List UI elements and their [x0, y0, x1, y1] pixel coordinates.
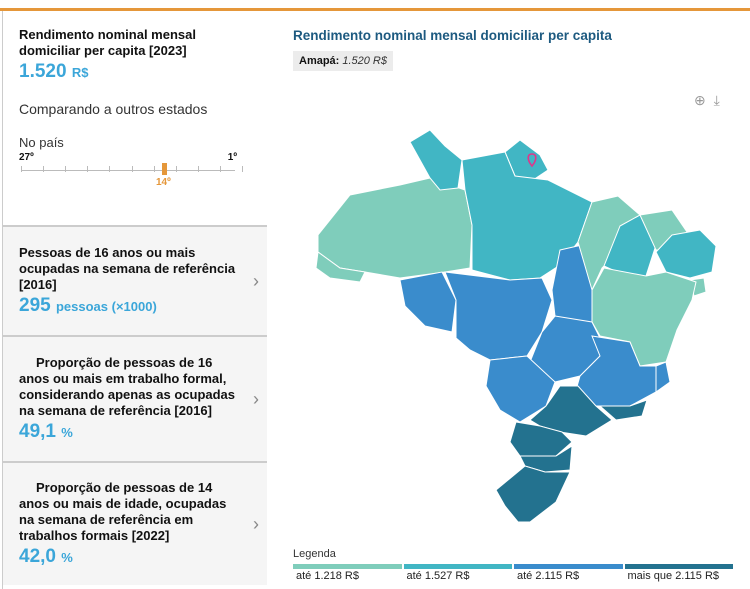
- tooltip-value: 1.520 R$: [342, 55, 387, 67]
- rank-tick: [197, 166, 199, 172]
- value-number: 295: [19, 295, 51, 316]
- legend-item: até 2.115 R$: [514, 564, 623, 582]
- rank-tick: [153, 166, 155, 172]
- rank-tick: [43, 166, 45, 172]
- state-ne[interactable]: [655, 229, 717, 279]
- legend-title: Legenda: [293, 548, 336, 560]
- map-pin-icon: [527, 153, 537, 168]
- card-value: 295 pessoas (×1000): [19, 295, 237, 317]
- rank-best: 1º: [227, 152, 237, 163]
- rank-tick: [175, 166, 177, 172]
- value-unit: %: [61, 425, 73, 440]
- state-pr[interactable]: [509, 421, 573, 457]
- indicator-panel: Rendimento nominal mensal domiciliar per…: [2, 11, 267, 589]
- legend-swatch: [403, 564, 512, 569]
- card-title: Pessoas de 16 anos ou mais ocupadas na s…: [19, 245, 236, 292]
- value-unit: %: [61, 550, 73, 565]
- legend-item: mais que 2.115 R$: [624, 564, 733, 582]
- legend-label: até 2.115 R$: [517, 570, 580, 582]
- legend-label: até 1.218 R$: [296, 570, 359, 582]
- state-ro[interactable]: [399, 271, 457, 333]
- summary-section: Rendimento nominal mensal domiciliar per…: [3, 11, 267, 225]
- value-unit: pessoas (×1000): [55, 299, 157, 314]
- state-ba[interactable]: [591, 267, 697, 367]
- indicator-card-formal-2022[interactable]: Proporção de pessoas de 14 anos ou mais …: [3, 461, 267, 585]
- top-accent-bar: [0, 8, 750, 11]
- indicator-title: Rendimento nominal mensal domiciliar per…: [19, 27, 196, 58]
- legend-item: até 1.218 R$: [293, 564, 402, 582]
- legend-items: até 1.218 R$ até 1.527 R$ até 2.115 R$ mais…: [293, 564, 733, 582]
- state-sp[interactable]: [529, 385, 613, 437]
- state-rj[interactable]: [598, 399, 648, 421]
- card-title: Proporção de pessoas de 16 anos ou mais …: [19, 355, 236, 418]
- rank-label: 14º: [156, 177, 171, 188]
- legend-swatch: [514, 564, 623, 569]
- legend-item: até 1.527 R$: [403, 564, 512, 582]
- map-legend: Legenda até 1.218 R$ até 1.527 R$ até 2.11…: [293, 548, 733, 582]
- rank-tick: [65, 166, 67, 172]
- rank-worst: 27º: [19, 152, 34, 163]
- value-number: 1.520: [19, 61, 67, 82]
- compare-label: Comparando a outros estados: [19, 101, 208, 117]
- rank-tick: [21, 166, 22, 172]
- state-es[interactable]: [655, 361, 671, 393]
- legend-swatch: [293, 564, 402, 569]
- rank-tick: [219, 166, 221, 172]
- state-ms[interactable]: [485, 355, 556, 423]
- rank-scale: 27º 1º 14º: [19, 150, 251, 190]
- rank-tick: [131, 166, 133, 172]
- legend-label: até 1.527 R$: [406, 570, 470, 582]
- map-title: Rendimento nominal mensal domiciliar per…: [293, 28, 612, 43]
- map-tools: ⊕ ⤓: [694, 92, 720, 109]
- chevron-right-icon: ›: [253, 271, 259, 291]
- map-header: Rendimento nominal mensal domiciliar per…: [293, 28, 612, 71]
- legend-label: mais que 2.115 R$: [627, 570, 720, 582]
- card-value: 49,1 %: [19, 421, 237, 443]
- tooltip-state: Amapá:: [299, 55, 340, 67]
- card-title: Proporção de pessoas de 14 anos ou mais …: [19, 480, 227, 543]
- card-value: 42,0 %: [19, 546, 237, 568]
- rank-marker: [162, 163, 167, 175]
- state-am[interactable]: [317, 177, 473, 279]
- map-tooltip: Amapá: 1.520 R$: [293, 51, 393, 71]
- scope-label: No país: [19, 135, 64, 150]
- chevron-right-icon: ›: [253, 389, 259, 409]
- indicator-card-occupied[interactable]: Pessoas de 16 anos ou mais ocupadas na s…: [3, 225, 267, 335]
- state-rs[interactable]: [495, 465, 571, 523]
- legend-swatch: [624, 564, 733, 569]
- indicator-card-formal-2016[interactable]: Proporção de pessoas de 16 anos ou mais …: [3, 335, 267, 461]
- value-number: 49,1: [19, 421, 56, 442]
- rank-tick: [109, 166, 111, 172]
- chevron-right-icon: ›: [253, 514, 259, 534]
- rank-tick: [87, 166, 89, 172]
- rank-track: [21, 170, 235, 171]
- state-ac[interactable]: [315, 251, 366, 283]
- value-number: 42,0: [19, 546, 56, 567]
- state-rr[interactable]: [409, 129, 463, 191]
- rank-tick: [242, 166, 243, 172]
- download-icon[interactable]: ⤓: [713, 92, 720, 108]
- value-unit: R$: [71, 65, 89, 80]
- indicator-value: 1.520 R$: [19, 61, 251, 83]
- zoom-in-icon[interactable]: ⊕: [694, 92, 706, 108]
